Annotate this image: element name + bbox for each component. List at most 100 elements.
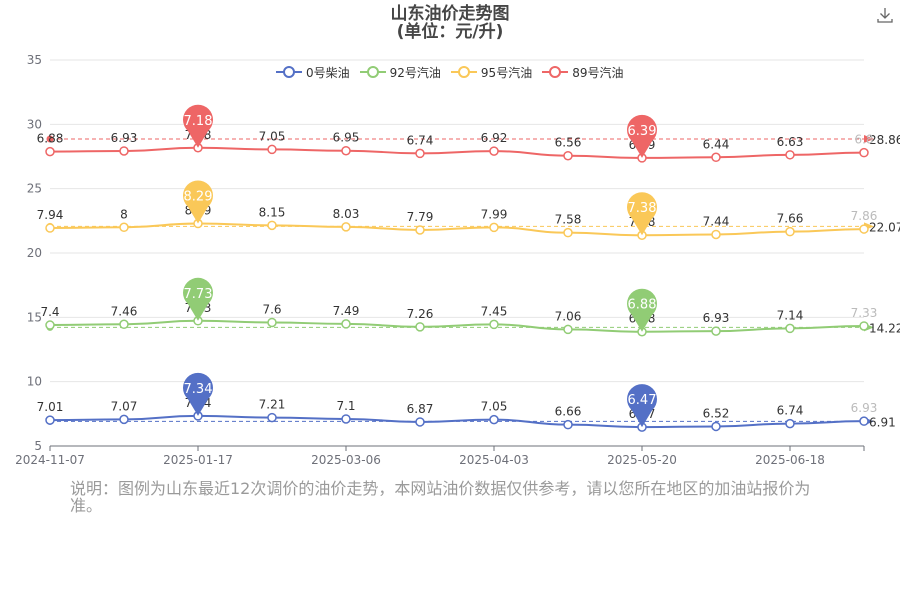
legend-label: 0号柴油 <box>306 65 350 80</box>
data-point <box>45 223 55 233</box>
extreme-value-pin: 7.34 <box>183 372 213 416</box>
pin-head <box>183 180 213 211</box>
legend-item[interactable]: 95号汽油 <box>450 64 533 81</box>
data-label: 6.95 <box>333 131 360 145</box>
pin-label: 7.34 <box>184 382 213 397</box>
pin-head <box>627 114 657 145</box>
data-point <box>711 229 721 240</box>
legend-marker <box>276 66 302 78</box>
data-label: 7.07 <box>111 399 138 413</box>
data-label: 7.05 <box>259 129 286 143</box>
legend-item[interactable]: 89号汽油 <box>542 64 623 81</box>
data-label: 8.03 <box>333 207 360 221</box>
data-point <box>119 146 129 156</box>
data-point <box>489 222 499 233</box>
data-point <box>415 322 425 332</box>
pin-label: 7.38 <box>628 201 657 216</box>
average-value-label: 22.07 <box>869 220 900 234</box>
x-tick-label: 2025-01-17 <box>163 453 233 467</box>
extreme-value-pin: 7.18 <box>183 104 213 148</box>
data-point <box>785 150 795 160</box>
legend-marker <box>542 66 569 78</box>
data-label: 6.8 <box>854 133 873 147</box>
data-point <box>267 144 277 155</box>
data-label: 7.45 <box>481 304 508 318</box>
data-label: 7.86 <box>851 209 878 223</box>
data-point <box>489 414 499 425</box>
data-point <box>859 147 869 158</box>
data-label: 7.58 <box>555 213 582 227</box>
data-point <box>341 414 351 424</box>
legend-item[interactable]: 0号柴油 <box>276 64 350 81</box>
download-icon[interactable] <box>876 6 894 24</box>
data-point <box>563 227 573 238</box>
data-point <box>563 419 573 430</box>
legend-marker <box>450 66 477 78</box>
data-point <box>341 319 351 329</box>
extreme-value-pin: 8.29 <box>183 180 213 224</box>
footnote: 说明：图例为山东最近12次调价的油价走势，本网站油价数据仅供参考，请以您所在地区… <box>70 479 811 515</box>
extreme-value-pin: 7.38 <box>627 192 657 236</box>
pin-head <box>627 288 657 319</box>
data-point <box>415 148 425 159</box>
y-tick-label: 25 <box>27 182 42 196</box>
data-label: 6.93 <box>703 311 730 325</box>
data-label: 7.33 <box>851 306 878 320</box>
legend-label: 89号汽油 <box>572 65 624 80</box>
extreme-value-pin: 6.47 <box>627 384 657 428</box>
legend-item[interactable]: 92号汽油 <box>359 64 441 81</box>
average-value-label: 6.91 <box>869 415 896 429</box>
data-label: 6.87 <box>407 402 434 416</box>
data-point <box>415 417 425 427</box>
data-label: 7.26 <box>407 307 434 321</box>
data-label: 6.52 <box>703 406 730 420</box>
y-tick-label: 15 <box>27 310 42 324</box>
data-point <box>785 418 795 429</box>
data-label: 6.66 <box>555 405 582 419</box>
data-label: 7.4 <box>40 305 59 319</box>
data-label: 7.05 <box>481 400 508 414</box>
data-point <box>267 317 277 328</box>
series-line <box>49 414 865 429</box>
data-label: 6.74 <box>777 404 804 418</box>
data-point <box>711 421 721 432</box>
average-line-arrow <box>864 135 874 144</box>
data-label: 7.49 <box>333 304 360 318</box>
data-point <box>267 412 277 423</box>
average-value-label: 14.22 <box>869 321 900 335</box>
x-tick-label: 2025-06-18 <box>755 453 825 467</box>
y-tick-label: 5 <box>34 439 42 453</box>
data-label: 6.93 <box>111 131 138 145</box>
data-label: 7.99 <box>481 207 508 221</box>
pin-head <box>183 277 213 308</box>
series-line <box>49 222 865 237</box>
data-point <box>859 416 869 426</box>
average-line-start <box>46 135 54 143</box>
data-label: 6.56 <box>555 136 582 150</box>
y-tick-label: 35 <box>27 53 42 67</box>
y-tick-label: 30 <box>27 117 42 131</box>
x-tick-label: 2025-04-03 <box>459 453 529 467</box>
legend-label: 95号汽油 <box>480 65 533 80</box>
pin-head <box>627 192 657 223</box>
data-point <box>563 324 573 335</box>
data-point <box>45 320 55 330</box>
extreme-value-pin: 6.39 <box>627 114 657 158</box>
data-label: 6.93 <box>851 401 878 415</box>
data-label: 6.74 <box>407 133 434 147</box>
data-label: 7.14 <box>777 308 804 322</box>
extreme-value-pin: 7.73 <box>183 277 213 321</box>
data-point <box>785 226 795 237</box>
chart-title: 山东油价走势图 <box>390 4 510 24</box>
data-point <box>489 146 499 156</box>
data-label: 7.1 <box>336 399 355 413</box>
data-point <box>45 146 55 157</box>
data-point <box>859 224 869 234</box>
y-tick-label: 10 <box>27 375 42 389</box>
x-tick-label: 2025-05-20 <box>607 453 677 467</box>
series-line <box>49 319 865 333</box>
chart-subtitle: (单位：元/升) <box>396 22 504 42</box>
data-point <box>341 222 351 232</box>
data-label: 6.88 <box>37 132 64 146</box>
